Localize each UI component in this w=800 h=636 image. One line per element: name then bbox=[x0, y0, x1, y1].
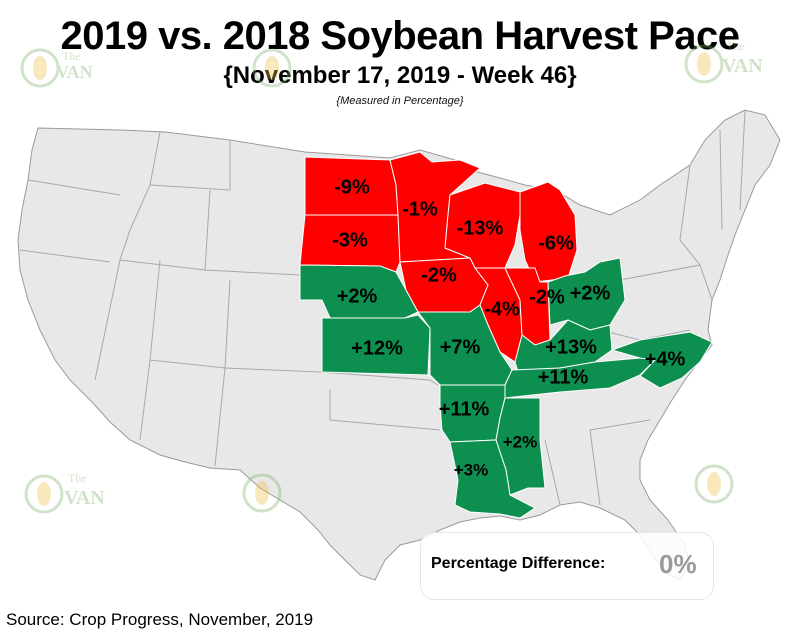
svg-text:VAN: VAN bbox=[56, 62, 93, 82]
state-label-wisconsin: -13% bbox=[457, 217, 504, 239]
corn-icon bbox=[252, 48, 292, 88]
state-label-nebraska: +2% bbox=[337, 285, 378, 307]
state-label-ohio: +2% bbox=[570, 282, 611, 304]
watermark-logo: The VAN bbox=[680, 20, 790, 105]
watermark-logo: The VAN bbox=[18, 30, 108, 105]
state-label-south-dakota: -3% bbox=[332, 229, 368, 251]
legend-label: Percentage Difference: bbox=[431, 555, 606, 572]
watermark-logo: The VAN bbox=[20, 450, 130, 535]
corn-icon: The VAN bbox=[24, 471, 105, 514]
svg-text:The: The bbox=[68, 471, 87, 485]
state-label-kentucky: +13% bbox=[545, 336, 597, 358]
state-nebraska[interactable] bbox=[299, 264, 419, 319]
state-label-iowa: -2% bbox=[421, 264, 457, 286]
state-borders bbox=[19, 109, 746, 506]
measured-note: {Measured in Percentage} bbox=[336, 95, 464, 107]
state-label-missouri: +7% bbox=[440, 336, 481, 358]
watermark-logo bbox=[690, 440, 790, 525]
state-label-north-carolina: +4% bbox=[645, 348, 686, 370]
svg-text:The: The bbox=[62, 49, 81, 63]
state-label-north-dakota: -9% bbox=[334, 176, 370, 198]
watermark-logo bbox=[250, 30, 340, 105]
state-label-louisiana: +3% bbox=[454, 460, 489, 479]
source-note: Source: Crop Progress, November, 2019 bbox=[6, 610, 314, 629]
state-label-indiana: -2% bbox=[529, 286, 565, 308]
state-label-minnesota: -1% bbox=[402, 198, 438, 220]
map-subtitle: {November 17, 2019 - Week 46} bbox=[223, 62, 577, 89]
state-label-mississippi: +2% bbox=[503, 432, 538, 451]
state-label-michigan: -6% bbox=[538, 232, 574, 254]
state-label-arkansas: +11% bbox=[439, 398, 490, 420]
state-michigan[interactable] bbox=[519, 181, 578, 283]
state-louisiana[interactable] bbox=[449, 439, 536, 519]
legend-box: Percentage Difference: 0% bbox=[420, 532, 714, 600]
state-label-tennessee: +11% bbox=[538, 366, 589, 388]
state-ohio[interactable] bbox=[547, 257, 626, 331]
corn-icon bbox=[694, 464, 734, 504]
corn-icon: The VAN bbox=[684, 39, 763, 84]
state-label-illinois: -4% bbox=[484, 298, 520, 320]
legend-value: 0% bbox=[659, 549, 697, 579]
state-label-kansas: +12% bbox=[351, 337, 403, 359]
watermark-logo bbox=[240, 455, 330, 530]
state-north-carolina[interactable] bbox=[610, 331, 713, 389]
svg-text:VAN: VAN bbox=[64, 487, 105, 509]
svg-text:VAN: VAN bbox=[722, 55, 763, 77]
corn-icon: The VAN bbox=[20, 48, 93, 88]
corn-icon bbox=[242, 473, 282, 513]
map-title: 2019 vs. 2018 Soybean Harvest Pace bbox=[60, 14, 740, 58]
svg-text:The: The bbox=[726, 39, 745, 53]
state-wisconsin[interactable] bbox=[444, 182, 537, 269]
